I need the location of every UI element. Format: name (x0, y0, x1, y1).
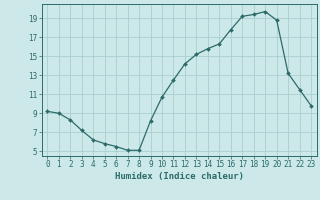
X-axis label: Humidex (Indice chaleur): Humidex (Indice chaleur) (115, 172, 244, 181)
